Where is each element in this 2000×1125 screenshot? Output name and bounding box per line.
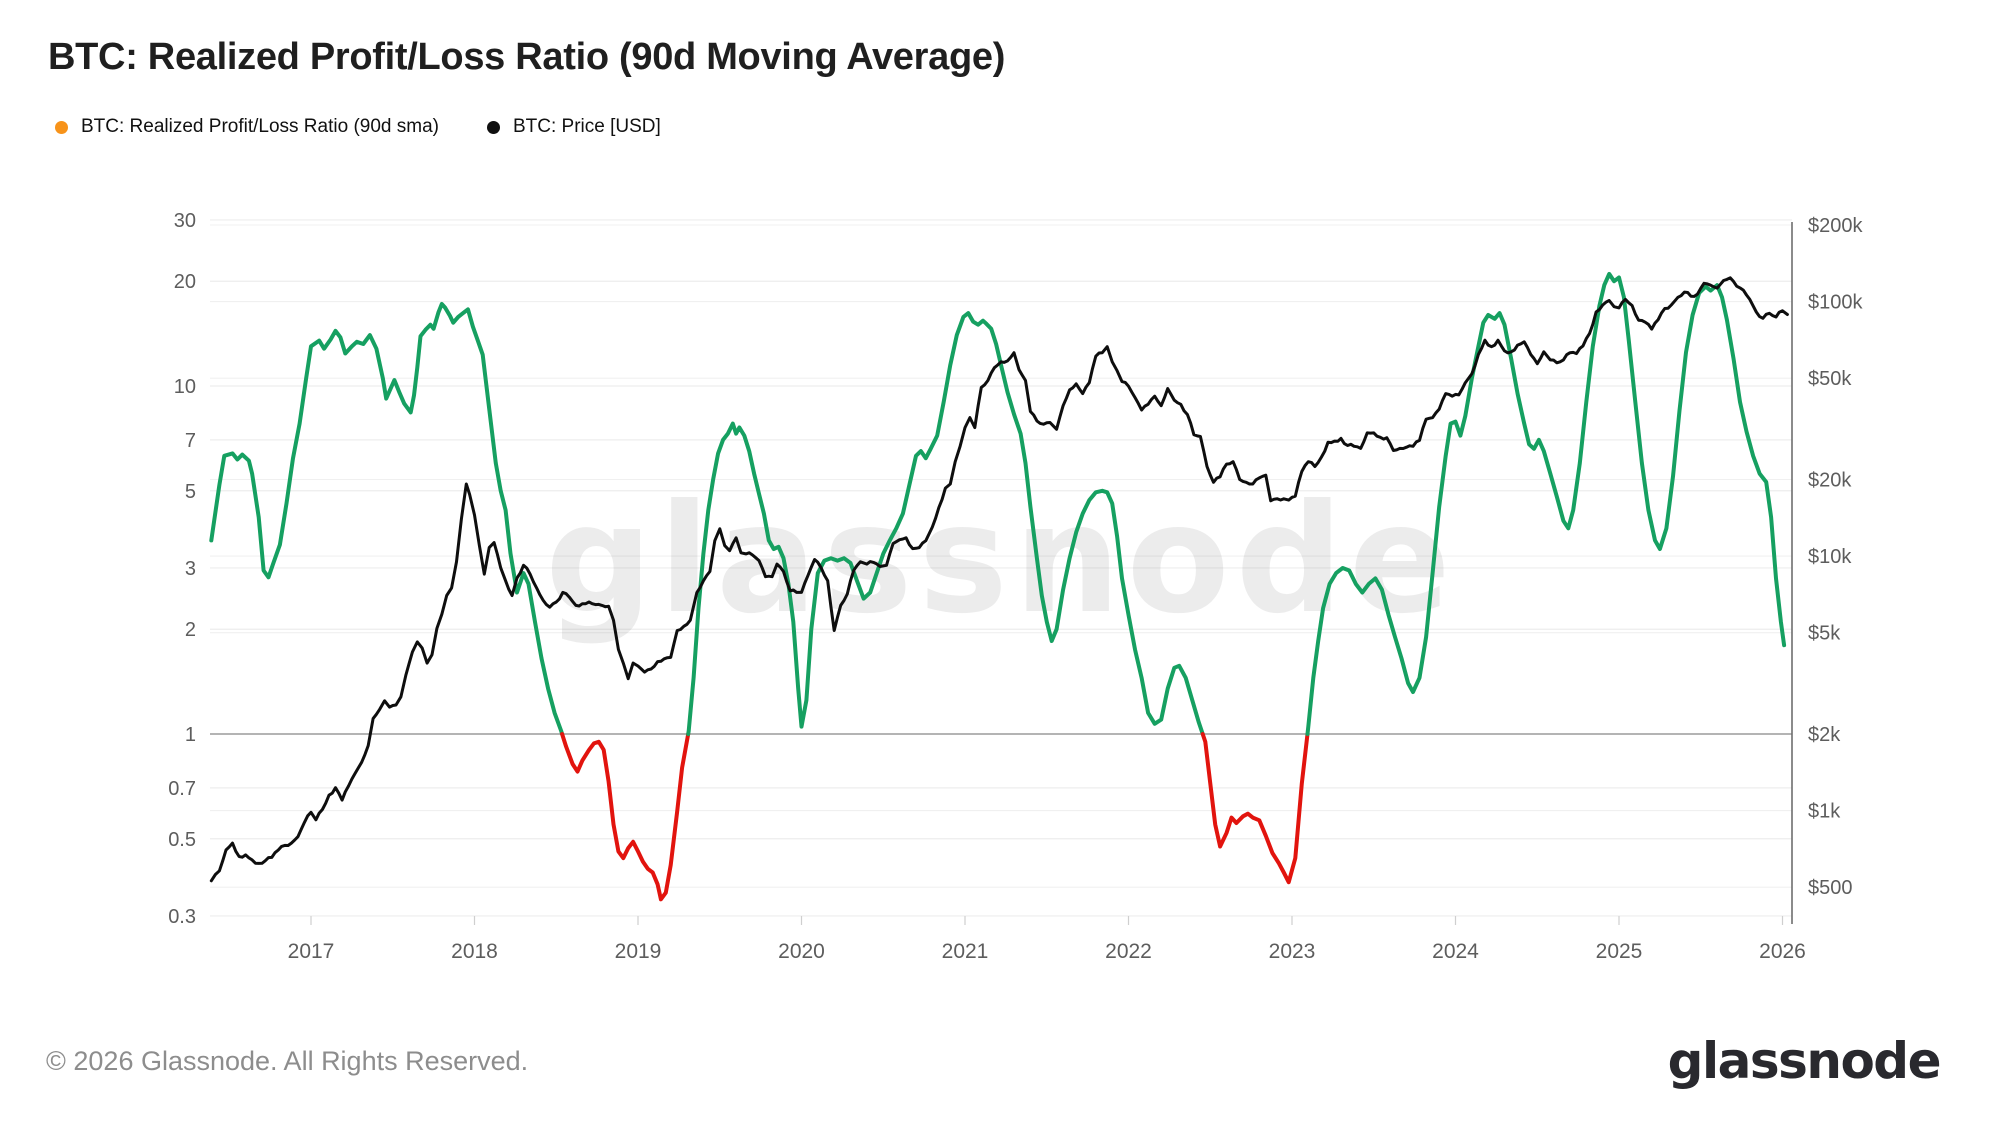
price-line	[209, 276, 1789, 883]
y-axis-left-tick-label: 5	[185, 481, 196, 503]
legend-item-ratio[interactable]: BTC: Realized Profit/Loss Ratio (90d sma…	[55, 116, 439, 138]
y-axis-right-tick-label: $50k	[1808, 368, 1852, 390]
y-axis-right-tick-label: $100k	[1808, 292, 1863, 314]
ratio-line-above-1	[209, 302, 565, 736]
x-axis-tick-label: 2018	[451, 940, 498, 963]
y-axis-right-tick-label: $1k	[1808, 801, 1841, 823]
y-axis-left-tick-label: 30	[174, 210, 196, 232]
ratio-line-below-1	[1200, 732, 1310, 885]
y-axis-left-tick-label: 0.7	[168, 778, 196, 800]
ratio-line-above-1	[686, 311, 1205, 736]
x-axis-tick-label: 2022	[1105, 940, 1152, 963]
ratio-line-above-1	[1305, 271, 1787, 736]
legend-marker-price-icon	[486, 120, 500, 134]
legend: BTC: Realized Profit/Loss Ratio (90d sma…	[55, 116, 661, 138]
y-axis-left-tick-label: 20	[174, 271, 196, 293]
y-axis-left-tick-label: 2	[185, 619, 196, 641]
page-title: BTC: Realized Profit/Loss Ratio (90d Mov…	[48, 36, 1006, 78]
legend-label-price: BTC: Price [USD]	[512, 116, 661, 137]
y-axis-right-tick-label: $500	[1808, 877, 1853, 899]
x-axis-tick-label: 2026	[1759, 940, 1806, 963]
y-axis-right-tick-label: $20k	[1808, 470, 1852, 492]
y-axis-left-tick-label: 10	[174, 376, 196, 398]
legend-label-ratio: BTC: Realized Profit/Loss Ratio (90d sma…	[81, 116, 439, 137]
y-axis-right-tick-label: $2k	[1808, 724, 1841, 746]
footer-copyright: © 2026 Glassnode. All Rights Reserved.	[46, 1046, 529, 1076]
y-axis-right-tick-label: $5k	[1808, 623, 1841, 645]
y-axis-left-tick-label: 0.3	[168, 906, 196, 928]
y-axis-right-tick-label: $200k	[1808, 215, 1863, 237]
axis-layer: 30 20 10 7 5 3 2 1 0.7 0.5 0.3 $200k $100k $50k $20k $1…	[168, 210, 1863, 963]
x-axis-tick-label: 2019	[615, 940, 662, 963]
y-axis-right-tick-label: $10k	[1808, 546, 1852, 568]
y-axis-left-tick-label: 1	[185, 724, 196, 746]
y-axis-left-tick-label: 7	[185, 430, 196, 452]
x-axis-tick-label: 2025	[1596, 940, 1643, 963]
legend-item-price[interactable]: BTC: Price [USD]	[486, 116, 661, 138]
series-layer	[209, 271, 1789, 902]
x-axis-tick-label: 2023	[1269, 940, 1316, 963]
ratio-line-below-1	[560, 732, 691, 902]
y-axis-left-tick-label: 3	[185, 558, 196, 580]
x-axis-tick-label: 2017	[288, 940, 335, 963]
x-axis-tick-label: 2021	[942, 940, 989, 963]
x-axis-tick-label: 2020	[778, 940, 825, 963]
legend-marker-ratio-icon	[55, 120, 68, 134]
x-axis-tick-label: 2024	[1432, 940, 1479, 963]
glassnode-logo: glassnode	[1667, 1032, 1942, 1090]
y-axis-left-tick-label: 0.5	[168, 829, 196, 851]
